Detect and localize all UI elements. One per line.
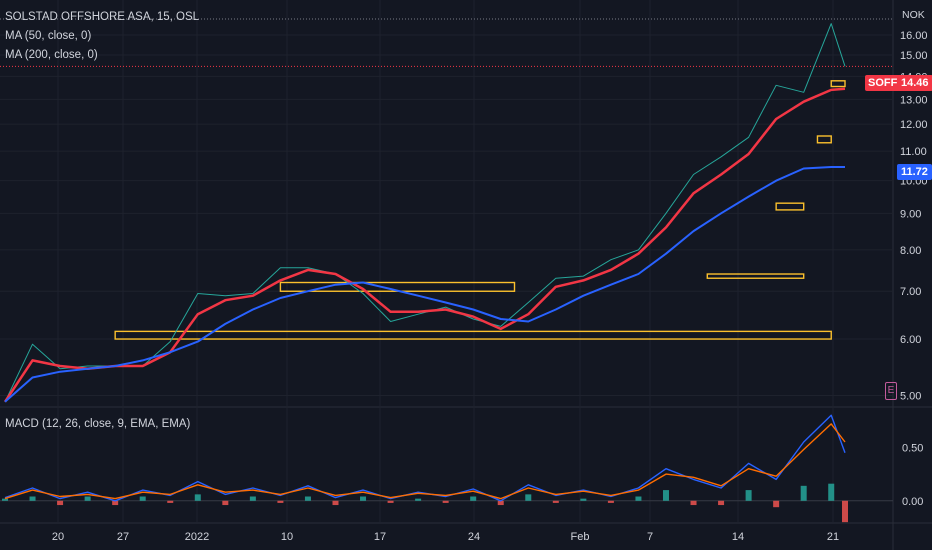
- range-box: [830, 80, 846, 88]
- x-tick-label: 17: [374, 531, 386, 543]
- price-line: [4, 23, 846, 403]
- macd-histogram-bar: [139, 496, 146, 501]
- chart-title: SOLSTAD OFFSHORE ASA, 15, OSL: [5, 11, 200, 23]
- x-tick-label: 2022: [185, 531, 209, 543]
- macd-histogram-bar: [635, 496, 642, 501]
- y-tick-label: 11.00: [900, 146, 927, 158]
- y-tick-label: 9.00: [900, 208, 921, 220]
- y-tick-label: 16.00: [900, 30, 928, 42]
- y-tick-label: 12.00: [900, 119, 928, 131]
- macd-histogram-bar: [360, 496, 367, 501]
- macd-histogram-bar: [112, 500, 119, 506]
- macd-histogram-bar: [470, 496, 477, 501]
- macd-histogram-bar: [84, 496, 91, 501]
- range-box: [706, 273, 805, 279]
- macd-histogram-bar: [842, 500, 848, 523]
- legend-ma200[interactable]: MA (200, close, 0): [5, 49, 98, 61]
- ma200-line: [4, 166, 845, 403]
- currency-label[interactable]: NOK: [902, 9, 925, 21]
- earnings-button[interactable]: E: [885, 382, 897, 400]
- macd-histogram-bar: [332, 500, 339, 506]
- macd-histogram-bar: [222, 500, 229, 506]
- macd-histogram-bar: [745, 490, 752, 501]
- ma-price-tag: 11.72: [897, 164, 932, 180]
- macd-histogram-bar: [525, 494, 532, 501]
- macd-histogram-bar: [387, 500, 394, 503]
- macd-histogram-bar: [249, 496, 256, 501]
- y-tick-label: 5.00: [900, 391, 921, 403]
- y-tick-label: 13.00: [900, 94, 928, 106]
- last-price-tag: 14.46: [897, 75, 932, 91]
- range-box: [816, 135, 832, 144]
- macd-histogram-bar: [718, 500, 725, 506]
- x-tick-label: 14: [732, 531, 744, 543]
- y-tick-label: 15.00: [900, 50, 928, 62]
- macd-histogram-bar: [415, 498, 422, 501]
- macd-tick-label: 0.00: [902, 496, 923, 508]
- y-tick-label: 6.00: [900, 334, 921, 346]
- signal-line: [4, 423, 846, 500]
- ma50-line: [3, 87, 846, 403]
- macd-histogram-bar: [497, 500, 504, 506]
- macd-histogram-bar: [304, 496, 311, 501]
- x-tick-label: 20: [52, 531, 64, 543]
- macd-histogram-bar: [2, 498, 8, 501]
- x-tick-label: 10: [281, 531, 293, 543]
- legend-macd[interactable]: MACD (12, 26, close, 9, EMA, EMA): [5, 418, 191, 430]
- x-tick-label: Feb: [571, 531, 590, 543]
- macd-histogram-bar: [662, 490, 669, 501]
- range-box: [114, 330, 832, 340]
- legend-ma50[interactable]: MA (50, close, 0): [5, 30, 92, 42]
- macd-histogram-bar: [194, 494, 201, 501]
- macd-histogram-bar: [167, 500, 174, 503]
- macd-histogram-bar: [552, 500, 559, 503]
- x-tick-label: 7: [647, 531, 653, 543]
- macd-histogram-bar: [29, 496, 36, 501]
- macd-histogram-bar: [580, 498, 587, 501]
- macd-histogram-bar: [690, 500, 697, 506]
- macd-histogram-bar: [57, 500, 64, 506]
- macd-histogram-bar: [607, 500, 614, 503]
- macd-histogram-bar: [800, 485, 807, 501]
- x-tick-label: 27: [117, 531, 129, 543]
- macd-tick-label: 0.50: [902, 442, 923, 454]
- range-box: [775, 202, 805, 211]
- macd-histogram-bar: [442, 500, 449, 503]
- x-tick-label: 21: [827, 531, 839, 543]
- y-tick-label: 7.00: [900, 286, 921, 298]
- macd-histogram-bar: [828, 483, 835, 501]
- macd-histogram-bar: [277, 500, 284, 503]
- macd-histogram-bar: [773, 500, 780, 508]
- ticker-tag: SOFF: [865, 75, 901, 91]
- x-tick-label: 24: [468, 531, 480, 543]
- y-tick-label: 8.00: [900, 245, 921, 257]
